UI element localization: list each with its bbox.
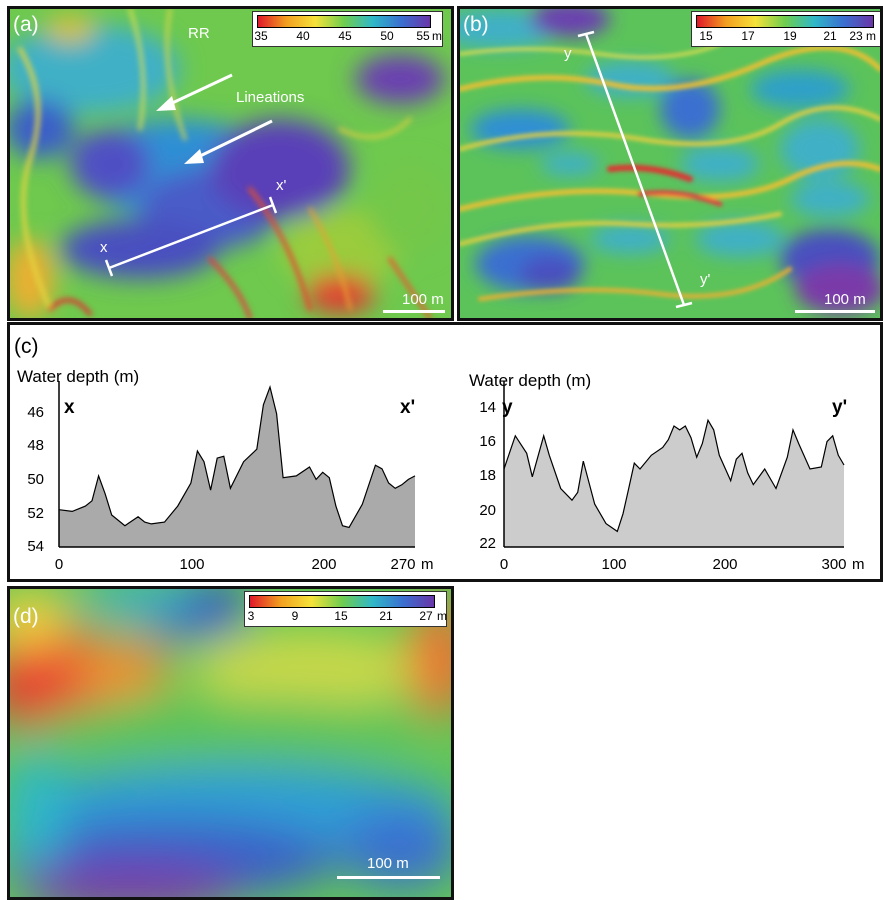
cbar-unit: m xyxy=(432,29,442,43)
left-profile-title: Water depth (m) xyxy=(17,367,140,386)
panel-d-label: (d) xyxy=(13,605,39,628)
left-xtick: 270 xyxy=(390,556,416,573)
right-start-label: y xyxy=(502,397,513,418)
left-ytick: 46 xyxy=(27,404,44,421)
lineations-label: Lineations xyxy=(236,89,305,106)
colorbar-gradient xyxy=(249,595,435,608)
profile-xx-area xyxy=(59,387,415,547)
left-start-label: x xyxy=(64,397,75,418)
scalebar-b xyxy=(795,310,875,313)
cbar-unit: m xyxy=(437,609,447,623)
bathymetry-map-a xyxy=(10,9,451,318)
bathymetry-map-b xyxy=(460,9,880,318)
cbar-tick: 35 xyxy=(254,29,268,43)
scalebar-label-b: 100 m xyxy=(824,291,866,308)
left-ytick: 48 xyxy=(27,437,44,454)
profile-xx-line xyxy=(58,384,416,529)
left-xtick: 100 xyxy=(179,556,205,573)
right-profile-title: Water depth (m) xyxy=(469,371,592,390)
panel-a-label: (a) xyxy=(13,13,39,36)
bathymetry-map-d xyxy=(10,589,451,897)
right-end-label: y' xyxy=(832,397,848,418)
cbar-tick: 40 xyxy=(296,29,310,43)
profile-charts xyxy=(58,381,845,548)
yprime-label: y' xyxy=(700,271,711,288)
colorbar-a: 35 40 45 50 55 m xyxy=(252,11,443,47)
cbar-tick: 27 xyxy=(419,609,433,623)
lineation-arrow-1 xyxy=(156,73,233,111)
profile-yy-area xyxy=(504,420,844,547)
cbar-unit: m xyxy=(866,29,876,43)
scalebar-label-d: 100 m xyxy=(367,855,409,872)
right-ytick: 18 xyxy=(479,467,496,484)
x-label: x xyxy=(100,239,108,256)
scalebar-label-a: 100 m xyxy=(402,291,444,308)
cbar-tick: 23 xyxy=(849,29,863,43)
cbar-tick: 9 xyxy=(291,609,299,623)
lineation-arrow-2 xyxy=(184,119,273,164)
y-label: y xyxy=(564,45,572,62)
scalebar-a xyxy=(383,310,445,313)
panel-a-map: (a) RR Lineations x x' 35 40 45 50 55 m … xyxy=(7,6,454,321)
left-ytick: 50 xyxy=(27,471,44,488)
profile-line-xx xyxy=(104,196,278,277)
left-ytick: 52 xyxy=(27,505,44,522)
right-xtick: 200 xyxy=(712,556,738,573)
panel-c-profiles: (c) Water depth (m) x x' 46 48 50 52 54 … xyxy=(7,322,883,582)
cbar-tick: 55 xyxy=(416,29,430,43)
left-xtick: 200 xyxy=(311,556,337,573)
panel-b-map: (b) y y' 15 17 19 21 23 m 100 m xyxy=(457,6,883,321)
colorbar-b: 15 17 19 21 23 m xyxy=(691,11,880,47)
cbar-tick: 17 xyxy=(741,29,755,43)
colorbar-d: 3 9 15 21 27 m xyxy=(244,591,447,627)
left-xtick: 0 xyxy=(54,556,64,573)
panel-d-map: (d) 3 9 15 21 27 m 100 m xyxy=(7,586,454,900)
cbar-tick: 45 xyxy=(338,29,352,43)
left-xunit: m xyxy=(421,556,434,573)
right-ytick: 14 xyxy=(479,399,496,416)
scalebar-d xyxy=(337,876,440,879)
cbar-tick: 3 xyxy=(247,609,255,623)
right-xtick: 0 xyxy=(499,556,509,573)
left-end-label: x' xyxy=(400,397,416,418)
right-xunit: m xyxy=(852,556,865,573)
left-ytick: 54 xyxy=(27,538,44,555)
colorbar-gradient xyxy=(696,15,874,28)
right-ytick: 22 xyxy=(479,535,496,552)
rr-label: RR xyxy=(188,25,210,42)
profile-yy-line xyxy=(503,418,845,533)
colorbar-gradient xyxy=(257,15,431,28)
right-xtick: 100 xyxy=(601,556,627,573)
right-xtick: 300 xyxy=(821,556,847,573)
right-ytick: 16 xyxy=(479,433,496,450)
cbar-tick: 15 xyxy=(699,29,713,43)
profile-line-yy xyxy=(577,30,693,309)
cbar-tick: 19 xyxy=(783,29,797,43)
panel-c-label: (c) xyxy=(14,335,39,358)
cbar-tick: 21 xyxy=(379,609,393,623)
right-ytick: 20 xyxy=(479,502,496,519)
cbar-tick: 21 xyxy=(823,29,837,43)
xprime-label: x' xyxy=(276,177,287,194)
cbar-tick: 50 xyxy=(380,29,394,43)
panel-b-label: (b) xyxy=(463,13,489,36)
cbar-tick: 15 xyxy=(334,609,348,623)
